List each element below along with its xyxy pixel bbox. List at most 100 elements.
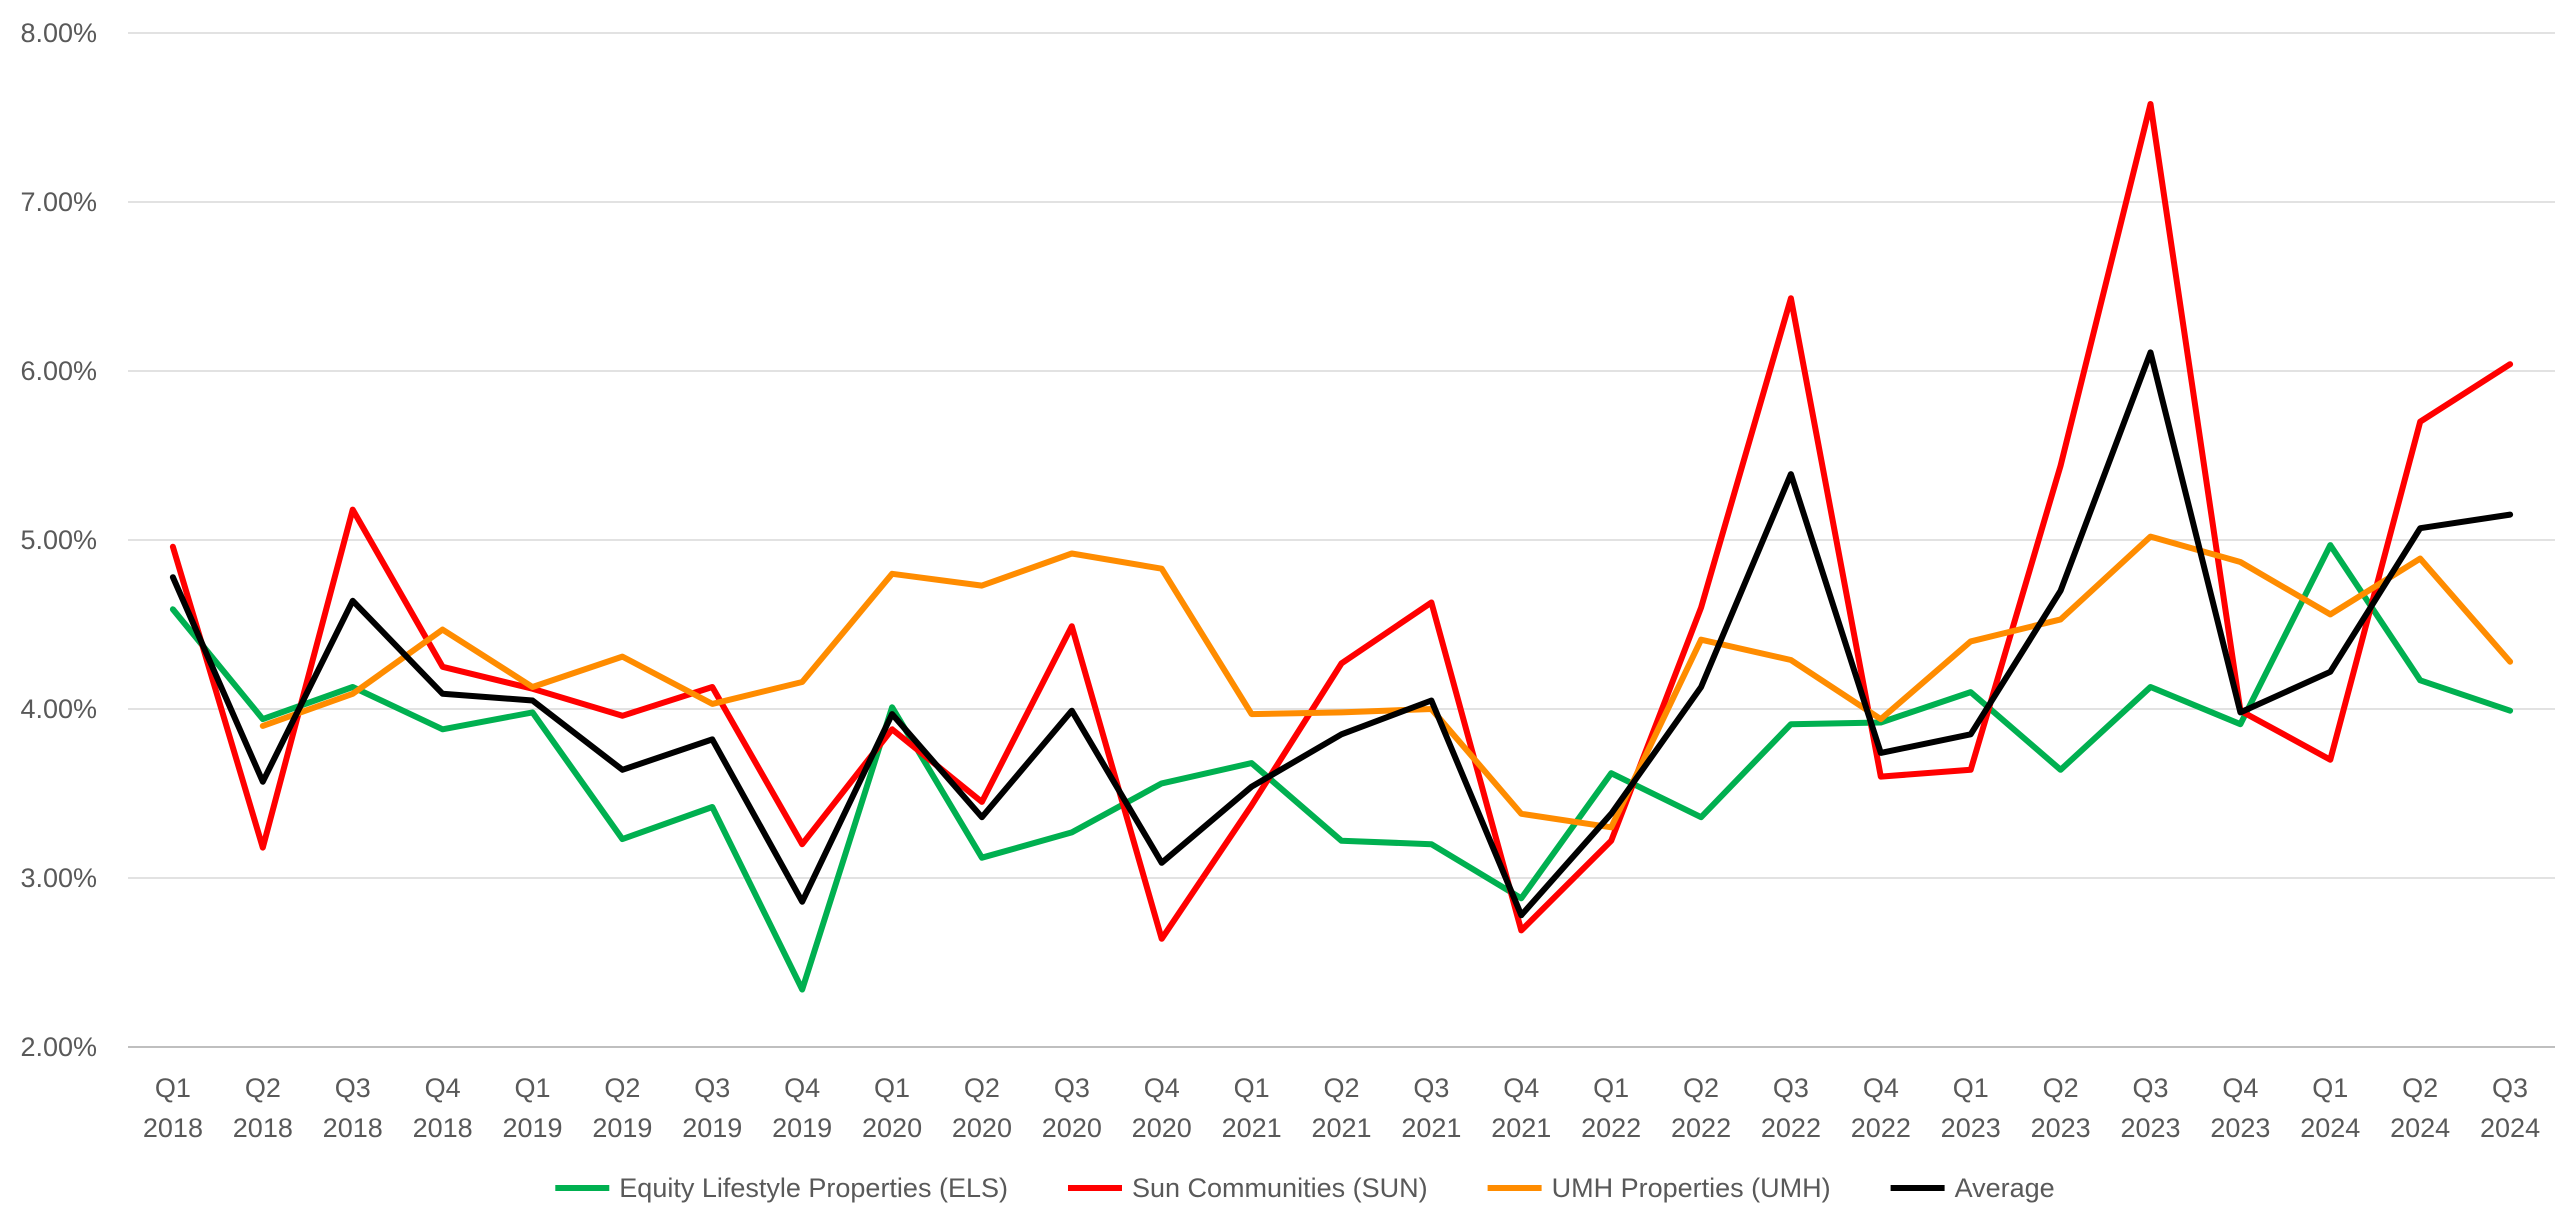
x-tick-label: Q2 2020 <box>952 1073 1012 1143</box>
x-tick-label: Q3 2023 <box>2120 1073 2180 1143</box>
x-tick-quarter: Q2 <box>1683 1073 1719 1103</box>
x-tick-year: 2022 <box>1851 1113 1911 1143</box>
y-tick-label: 8.00% <box>20 18 97 48</box>
x-tick-year: 2020 <box>1042 1113 1102 1143</box>
x-tick-quarter: Q3 <box>2132 1073 2168 1103</box>
x-tick-year: 2023 <box>2210 1113 2270 1143</box>
x-tick-year: 2020 <box>1132 1113 1192 1143</box>
x-tick-quarter: Q2 <box>604 1073 640 1103</box>
x-tick-label: Q2 2023 <box>2031 1073 2091 1143</box>
x-tick-year: 2021 <box>1401 1113 1461 1143</box>
x-tick-year: 2023 <box>2031 1113 2091 1143</box>
x-tick-quarter: Q1 <box>1234 1073 1270 1103</box>
x-tick-label: Q3 2020 <box>1042 1073 1102 1143</box>
x-tick-year: 2023 <box>1941 1113 2001 1143</box>
x-tick-label: Q1 2018 <box>143 1073 203 1143</box>
legend-item: Average <box>1890 1173 2055 1203</box>
legend: Equity Lifestyle Properties (ELS) Sun Com… <box>555 1173 2055 1203</box>
legend-label: UMH Properties (UMH) <box>1552 1173 1831 1203</box>
x-tick-year: 2022 <box>1581 1113 1641 1143</box>
x-tick-year: 2020 <box>952 1113 1012 1143</box>
x-tick-quarter: Q3 <box>335 1073 371 1103</box>
series-line-3 <box>169 349 2514 919</box>
x-tick-label: Q4 2022 <box>1851 1073 1911 1143</box>
x-tick-label: Q4 2020 <box>1132 1073 1192 1143</box>
x-tick-year: 2024 <box>2480 1113 2540 1143</box>
x-tick-year: 2020 <box>862 1113 922 1143</box>
x-tick-label: Q3 2018 <box>323 1073 383 1143</box>
x-tick-year: 2021 <box>1311 1113 1371 1143</box>
x-tick-quarter: Q1 <box>1593 1073 1629 1103</box>
gridlines <box>128 32 2555 1048</box>
legend-item: Equity Lifestyle Properties (ELS) <box>555 1173 1008 1203</box>
x-tick-label: Q2 2019 <box>592 1073 652 1143</box>
legend-label: Average <box>1955 1173 2055 1203</box>
y-tick-label: 7.00% <box>20 187 97 217</box>
series-lines <box>169 101 2514 993</box>
series-line-1 <box>169 101 2514 942</box>
y-tick-label: 4.00% <box>20 694 97 724</box>
x-tick-quarter: Q2 <box>2402 1073 2438 1103</box>
legend-label: Sun Communities (SUN) <box>1132 1173 1428 1203</box>
x-tick-quarter: Q2 <box>964 1073 1000 1103</box>
x-tick-quarter: Q4 <box>1144 1073 1180 1103</box>
y-tick-label: 2.00% <box>20 1032 97 1062</box>
x-tick-year: 2019 <box>502 1113 562 1143</box>
y-tick-label: 6.00% <box>20 356 97 386</box>
x-tick-quarter: Q2 <box>245 1073 281 1103</box>
y-tick-label: 3.00% <box>20 863 97 893</box>
x-tick-label: Q3 2022 <box>1761 1073 1821 1143</box>
x-tick-quarter: Q1 <box>1953 1073 1989 1103</box>
series-line-2 <box>259 533 2514 831</box>
x-tick-quarter: Q3 <box>694 1073 730 1103</box>
x-tick-year: 2024 <box>2390 1113 2450 1143</box>
x-tick-quarter: Q3 <box>1773 1073 1809 1103</box>
x-tick-label: Q4 2019 <box>772 1073 832 1143</box>
x-tick-year: 2023 <box>2120 1113 2180 1143</box>
x-tick-quarter: Q4 <box>784 1073 820 1103</box>
series-line-0 <box>169 542 2514 993</box>
x-tick-year: 2024 <box>2300 1113 2360 1143</box>
x-tick-year: 2018 <box>413 1113 473 1143</box>
x-tick-year: 2021 <box>1491 1113 1551 1143</box>
x-tick-label: Q1 2022 <box>1581 1073 1641 1143</box>
y-tick-label: 5.00% <box>20 525 97 555</box>
x-tick-quarter: Q2 <box>2043 1073 2079 1103</box>
x-tick-label: Q2 2021 <box>1311 1073 1371 1143</box>
x-tick-label: Q1 2021 <box>1222 1073 1282 1143</box>
x-tick-year: 2018 <box>143 1113 203 1143</box>
x-tick-quarter: Q4 <box>1863 1073 1899 1103</box>
x-tick-label: Q4 2023 <box>2210 1073 2270 1143</box>
legend-item: Sun Communities (SUN) <box>1068 1173 1428 1203</box>
x-tick-quarter: Q4 <box>1503 1073 1539 1103</box>
x-tick-year: 2018 <box>323 1113 383 1143</box>
x-tick-label: Q4 2021 <box>1491 1073 1551 1143</box>
x-tick-year: 2019 <box>772 1113 832 1143</box>
x-tick-label: Q3 2024 <box>2480 1073 2540 1143</box>
y-axis-tick-labels: 2.00% 3.00% 4.00% 5.00% 6.00% 7.00% 8.00% <box>20 18 97 1062</box>
x-tick-label: Q3 2021 <box>1401 1073 1461 1143</box>
x-tick-quarter: Q1 <box>155 1073 191 1103</box>
x-tick-quarter: Q4 <box>2222 1073 2258 1103</box>
x-tick-label: Q1 2024 <box>2300 1073 2360 1143</box>
x-tick-label: Q2 2022 <box>1671 1073 1731 1143</box>
x-tick-label: Q1 2023 <box>1941 1073 2001 1143</box>
x-tick-label: Q2 2018 <box>233 1073 293 1143</box>
x-tick-year: 2019 <box>592 1113 652 1143</box>
x-tick-label: Q1 2019 <box>502 1073 562 1143</box>
x-tick-quarter: Q3 <box>2492 1073 2528 1103</box>
x-tick-label: Q1 2020 <box>862 1073 922 1143</box>
x-tick-quarter: Q4 <box>425 1073 461 1103</box>
x-tick-quarter: Q1 <box>874 1073 910 1103</box>
x-tick-year: 2018 <box>233 1113 293 1143</box>
x-tick-quarter: Q3 <box>1054 1073 1090 1103</box>
x-tick-quarter: Q1 <box>2312 1073 2348 1103</box>
legend-label: Equity Lifestyle Properties (ELS) <box>619 1173 1008 1203</box>
x-axis-tick-labels: Q1 2018 Q2 2018 Q3 2018 Q4 2018 Q1 2019 Q2 2019 Q3 20… <box>143 1073 2540 1143</box>
x-tick-label: Q2 2024 <box>2390 1073 2450 1143</box>
x-tick-year: 2022 <box>1671 1113 1731 1143</box>
x-tick-quarter: Q3 <box>1413 1073 1449 1103</box>
x-tick-label: Q4 2018 <box>413 1073 473 1143</box>
